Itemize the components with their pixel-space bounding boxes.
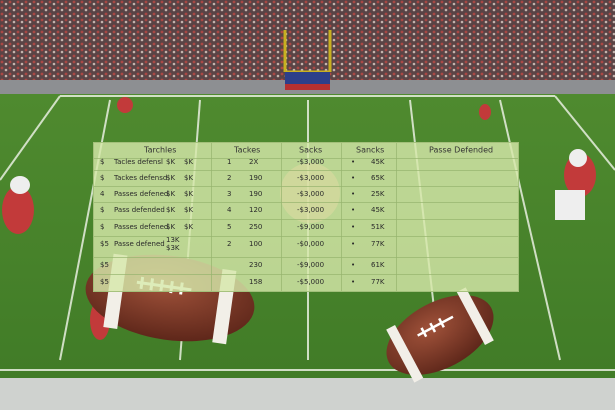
- stats-table: Tarchles Tackes Sacks Sancks Passe Defen…: [93, 142, 519, 292]
- table-cell: -$9,000: [297, 223, 325, 231]
- table-cell: $5: [100, 240, 109, 248]
- col-divider: [341, 143, 342, 291]
- table-cell: $K: [184, 206, 194, 214]
- row-divider: [94, 170, 518, 171]
- table-cell: •: [351, 240, 356, 248]
- table-cell: Tacles defensl: [114, 158, 163, 166]
- table-cell: $K: [184, 158, 194, 166]
- table-cell: -$3,000: [297, 206, 325, 214]
- table-cell: $K: [166, 206, 176, 214]
- table-cell: $K: [184, 223, 194, 231]
- table-cell: $K: [166, 174, 176, 182]
- table-cell: 4: [100, 190, 105, 198]
- table-cell: Tackes defensd: [114, 174, 168, 182]
- table-cell: •: [351, 158, 356, 166]
- table-cell: $K: [166, 158, 176, 166]
- table-cell: 1: [227, 158, 232, 166]
- table-cell: $3K: [166, 244, 180, 252]
- table-cell: •: [351, 190, 356, 198]
- table-cell: 3: [227, 190, 232, 198]
- table-cell: Passe defened: [114, 240, 165, 248]
- table-cell: -$5,000: [297, 278, 325, 286]
- table-cell: -$0,000: [297, 240, 325, 248]
- table-cell: •: [351, 278, 356, 286]
- col-divider: [396, 143, 397, 291]
- col-divider: [211, 143, 212, 291]
- table-cell: •: [351, 223, 356, 231]
- row-divider: [94, 158, 518, 159]
- table-cell: 2: [227, 174, 232, 182]
- table-cell: -$3,000: [297, 190, 325, 198]
- table-cell: $5: [100, 261, 109, 269]
- table-cell: $: [100, 206, 105, 214]
- table-cell: 120: [249, 206, 263, 214]
- table-cell: -$9,000: [297, 261, 325, 269]
- table-cell: 61K: [371, 261, 385, 269]
- table-cell: -$3,000: [297, 158, 325, 166]
- table-cell: -$3,000: [297, 174, 325, 182]
- table-cell: 250: [249, 223, 263, 231]
- row-divider: [94, 186, 518, 187]
- table-cell: 158: [249, 278, 263, 286]
- table-cell: 190: [249, 174, 263, 182]
- table-cell: $K: [184, 174, 194, 182]
- table-cell: 230: [249, 261, 263, 269]
- table-cell: $5: [100, 278, 109, 286]
- row-divider: [94, 202, 518, 203]
- table-cell: $K: [184, 190, 194, 198]
- table-cell: 25K: [371, 190, 385, 198]
- table-cell: Pass defended: [114, 206, 165, 214]
- table-cell: 65K: [371, 174, 385, 182]
- header-cell: Tackes: [234, 145, 261, 155]
- table-cell: 2X: [249, 158, 259, 166]
- table-cell: $: [100, 158, 105, 166]
- row-divider: [94, 274, 518, 275]
- table-cell: Passes defened: [114, 223, 169, 231]
- table-cell: 13K: [166, 236, 180, 244]
- row-divider: [94, 236, 518, 237]
- table-cell: •: [351, 206, 356, 214]
- table-cell: •: [351, 174, 356, 182]
- table-cell: 4: [227, 206, 232, 214]
- header-cell: Sacks: [299, 145, 323, 155]
- table-cell: 45K: [371, 206, 385, 214]
- header-cell: Passe Defended: [429, 145, 494, 155]
- table-cell: $: [100, 174, 105, 182]
- table-cell: 2: [227, 240, 232, 248]
- table-cell: 77K: [371, 278, 385, 286]
- table-cell: 77K: [371, 240, 385, 248]
- table-cell: 5: [227, 223, 232, 231]
- table-cell: •: [351, 261, 356, 269]
- col-divider: [281, 143, 282, 291]
- header-cell: Sancks: [356, 145, 385, 155]
- table-cell: 190: [249, 190, 263, 198]
- table-cell: $: [100, 223, 105, 231]
- row-divider: [94, 257, 518, 258]
- table-cell: 100: [249, 240, 263, 248]
- table-cell: 45K: [371, 158, 385, 166]
- header-cell: Tarchles: [144, 145, 177, 155]
- table-cell: Passes defened: [114, 190, 169, 198]
- table-cell: $K: [166, 223, 176, 231]
- table-cell: 51K: [371, 223, 385, 231]
- table-cell: $K: [166, 190, 176, 198]
- row-divider: [94, 219, 518, 220]
